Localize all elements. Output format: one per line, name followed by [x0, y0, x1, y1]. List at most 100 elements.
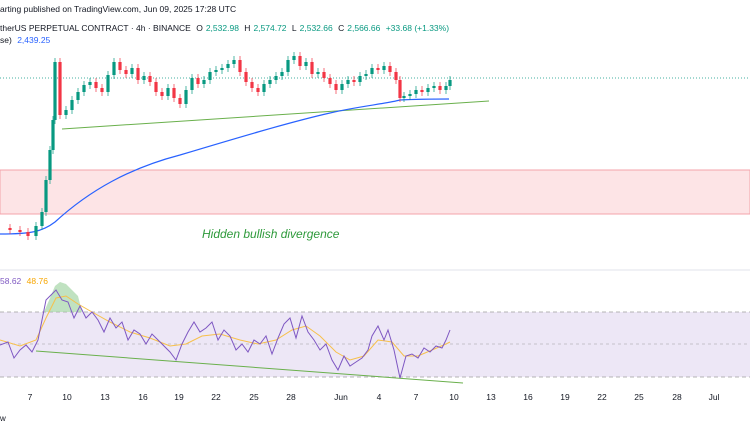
ma-legend[interactable]: se) 2,439.25 [0, 35, 53, 45]
candle-body [40, 212, 44, 226]
ohlc-high: 2,574.72 [253, 23, 287, 33]
candle-body [196, 78, 200, 84]
candle-body [292, 56, 296, 60]
ohlc-open: 2,532.98 [205, 23, 239, 33]
candle-body [274, 76, 278, 80]
candle-body [202, 80, 206, 84]
candle-body [18, 230, 22, 232]
candle-body [414, 90, 418, 94]
time-axis-label: 13 [486, 392, 496, 402]
candle-body [398, 80, 402, 98]
candle-body [298, 56, 302, 66]
candle-body [76, 92, 80, 100]
ohlc-low-label: L [291, 23, 297, 33]
candle-body [124, 70, 128, 74]
rsi-ma-value: 48.76 [26, 276, 48, 286]
candle-body [232, 60, 236, 64]
rsi-legend[interactable]: 58.62 48.76 [0, 276, 51, 286]
rsi-trendline [35, 350, 464, 384]
ohlc-close-label: C [338, 23, 345, 33]
time-axis-label: 25 [634, 392, 644, 402]
ohlc-open-label: O [196, 23, 203, 33]
candle-body [334, 84, 338, 90]
candle-body [346, 80, 350, 84]
ohlc-low: 2,532.66 [299, 23, 333, 33]
time-axis[interactable]: 7 10 13 16 19 22 25 28 Jun 4 7 10 13 16 19 22 25 28 Jul [28, 392, 720, 402]
candle-body [70, 100, 74, 110]
rsi-value: 58.62 [0, 276, 22, 286]
time-axis-label: 16 [523, 392, 533, 402]
candle-body [408, 94, 412, 96]
candle-body [130, 68, 134, 74]
candle-body [58, 62, 62, 115]
time-axis-label: 4 [377, 392, 382, 402]
ma-legend-label: se) [0, 35, 12, 45]
published-line: arting published on TradingView.com, Jun… [0, 4, 237, 14]
time-axis-label: 7 [414, 392, 419, 402]
candle-body [190, 78, 194, 90]
ohlc-high-label: H [244, 23, 251, 33]
candle-body [364, 74, 368, 76]
ohlc-close: 2,566.66 [347, 23, 381, 33]
candle-body [118, 62, 122, 70]
time-axis-label: 22 [597, 392, 607, 402]
candle-body [444, 86, 448, 90]
time-axis-label: 25 [249, 392, 259, 402]
candle-body [402, 96, 406, 98]
candle-body [51, 120, 55, 150]
time-axis-label: 28 [672, 392, 682, 402]
candle-body [8, 228, 12, 230]
candle-body [256, 88, 260, 92]
candle-body [154, 82, 158, 92]
candle-body [322, 72, 326, 78]
candle-body [432, 86, 436, 88]
candle-body [136, 68, 140, 80]
candle-body [64, 110, 68, 115]
candle-body [358, 76, 362, 82]
candle-body [184, 90, 188, 104]
candle-body [328, 78, 332, 84]
candle-body [426, 88, 430, 92]
candle-body [166, 88, 170, 96]
candle-body [376, 68, 380, 70]
candle-body [53, 62, 57, 120]
candle-body [268, 80, 272, 84]
candle-body [226, 64, 230, 68]
candle-body [48, 150, 52, 180]
price-trendline [61, 100, 490, 130]
candle-body [112, 62, 116, 75]
candle-body [304, 62, 308, 66]
candle-body [44, 180, 48, 212]
candle-body [178, 98, 182, 104]
time-axis-label: Jun [334, 392, 348, 402]
time-axis-label: 13 [100, 392, 110, 402]
candle-body [214, 70, 218, 72]
symbol-name[interactable]: therUS PERPETUAL CONTRACT · 4h · BINANCE [0, 23, 191, 33]
supply-zone [0, 169, 750, 215]
candle-body [82, 85, 86, 92]
candle-body [148, 76, 152, 82]
tradingview-brand: w [0, 414, 6, 423]
candle-body [370, 68, 374, 74]
rsi-line [0, 289, 451, 379]
candle-body [172, 88, 176, 98]
candle-body [160, 92, 164, 96]
time-axis-label: 16 [138, 392, 148, 402]
candle-body [438, 86, 442, 90]
candle-body [394, 72, 398, 80]
candle-body [244, 72, 248, 82]
time-axis-label: 19 [560, 392, 570, 402]
candle-body [94, 82, 98, 88]
ma-legend-value: 2,439.25 [17, 35, 51, 45]
candlesticks [8, 52, 452, 240]
candle-body [448, 80, 452, 86]
candle-body [316, 72, 320, 74]
candle-body [238, 60, 242, 72]
candle-body [286, 60, 290, 72]
divergence-annotation: Hidden bullish divergence [202, 227, 340, 241]
candle-body [382, 66, 386, 70]
time-axis-label: 19 [174, 392, 184, 402]
rsi-band [0, 312, 750, 377]
candle-body [88, 82, 92, 85]
